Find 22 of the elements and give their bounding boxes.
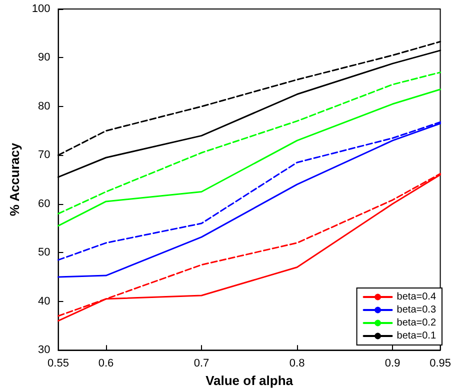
- y-tick-label: 60: [38, 198, 50, 210]
- x-tick-label: 0.7: [194, 358, 210, 370]
- y-tick-label: 30: [38, 344, 50, 356]
- y-tick-label: 80: [38, 100, 50, 112]
- x-axis-title: Value of alpha: [206, 373, 294, 388]
- y-axis-title: % Accuracy: [7, 142, 22, 216]
- line-series: [58, 72, 442, 214]
- line-series: [58, 88, 442, 227]
- legend-label: beta=0.3: [396, 304, 436, 316]
- x-tick-label: 0.6: [98, 358, 114, 370]
- legend-label: beta=0.1: [396, 330, 436, 342]
- x-tick-label: 0.8: [289, 358, 305, 370]
- y-tick-label: 50: [38, 246, 50, 259]
- y-tick-label: 70: [38, 149, 50, 162]
- x-tick-label: 0.95: [430, 358, 452, 370]
- x-tick-label: 0.9: [384, 358, 400, 370]
- y-tick-label: 40: [38, 295, 50, 308]
- legend-label: beta=0.4: [396, 292, 436, 302]
- x-tick-label: 0.55: [48, 358, 69, 370]
- y-tick-label: 90: [38, 52, 50, 64]
- y-tick-label: 100: [32, 3, 50, 15]
- legend-label: beta=0.2: [396, 318, 436, 328]
